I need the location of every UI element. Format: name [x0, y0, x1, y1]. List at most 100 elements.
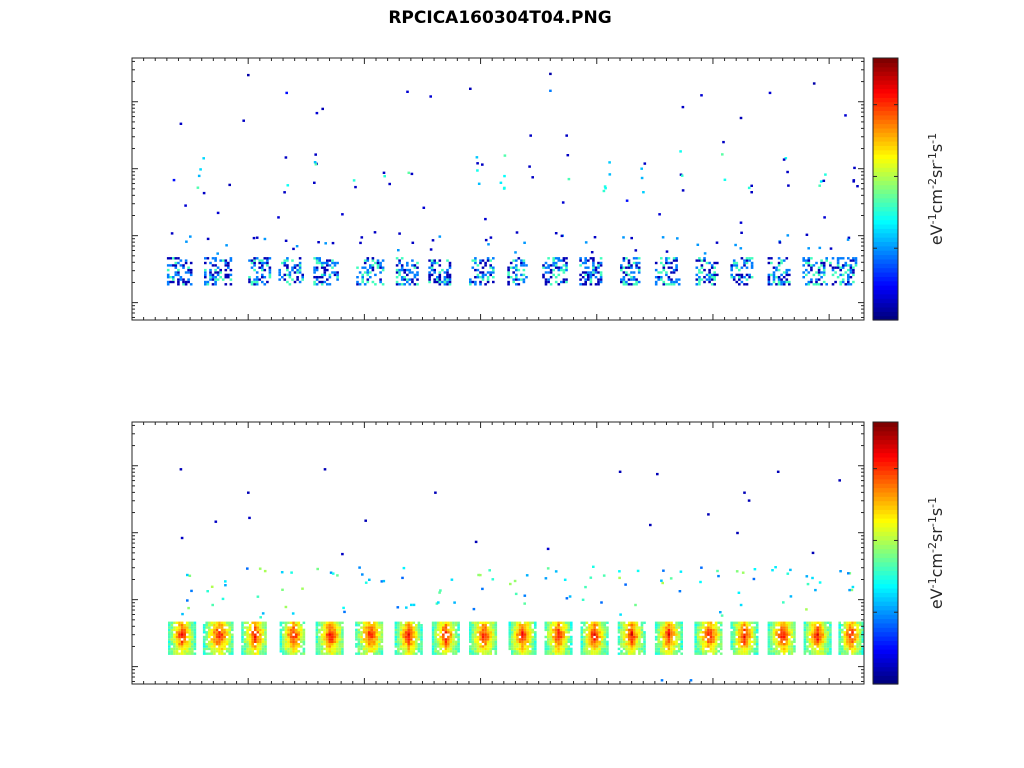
- flux-cell: [221, 597, 225, 601]
- flux-cell: [824, 624, 827, 627]
- flux-cell: [620, 628, 623, 632]
- flux-cell: [289, 628, 293, 632]
- flux-cell: [208, 652, 211, 655]
- flux-cell: [584, 278, 587, 281]
- flux-cell: [730, 638, 733, 641]
- flux-cell: [595, 635, 599, 639]
- flux-cell: [338, 635, 342, 639]
- flux-cell: [413, 276, 417, 279]
- flux-cell: [178, 628, 181, 632]
- flux-cell: [660, 635, 663, 639]
- flux-cell: [750, 276, 754, 279]
- flux-cell: [259, 650, 262, 653]
- colorbar-segment: [873, 461, 898, 467]
- flux-cell: [246, 621, 249, 624]
- flux-cell: [185, 643, 189, 646]
- flux-cell: [382, 171, 386, 174]
- flux-cell: [324, 242, 327, 245]
- flux-cell: [509, 266, 513, 269]
- flux-cell: [570, 621, 573, 624]
- flux-cell: [191, 633, 194, 636]
- flux-cell: [677, 635, 681, 639]
- flux-cell: [180, 647, 184, 651]
- flux-cell: [672, 271, 676, 274]
- flux-cell: [606, 652, 609, 655]
- flux-cell: [745, 638, 749, 641]
- flux-cell: [180, 635, 184, 639]
- flux-cell: [360, 635, 363, 639]
- flux-cell: [772, 628, 776, 632]
- flux-cell: [670, 643, 673, 646]
- flux-cell: [287, 640, 290, 643]
- flux-cell: [848, 624, 852, 627]
- flux-cell: [484, 628, 487, 632]
- flux-cell: [358, 283, 362, 286]
- flux-cell: [748, 645, 751, 648]
- flux-cell: [297, 645, 301, 648]
- flux-cell: [709, 626, 713, 629]
- flux-cell: [740, 628, 744, 632]
- flux-cell: [448, 276, 452, 279]
- flux-cell: [632, 276, 636, 279]
- flux-cell: [667, 276, 671, 279]
- flux-cell: [214, 264, 217, 267]
- colorbar-segment: [873, 306, 898, 312]
- flux-cell: [397, 628, 400, 632]
- flux-cell: [476, 652, 480, 655]
- flux-cell: [557, 633, 560, 636]
- flux-cell: [824, 628, 827, 632]
- flux-cell: [595, 628, 599, 632]
- flux-cell: [657, 628, 660, 632]
- flux-cell: [246, 638, 249, 641]
- flux-cell: [590, 650, 594, 653]
- flux-cell: [298, 280, 302, 284]
- flux-cell: [457, 624, 460, 627]
- flux-cell: [696, 635, 700, 639]
- flux-cell: [211, 278, 215, 281]
- flux-cell: [632, 283, 636, 286]
- flux-cell: [315, 276, 319, 279]
- flux-cell: [635, 261, 638, 265]
- flux-cell: [395, 280, 399, 284]
- flux-cell: [182, 264, 185, 267]
- flux-cell: [640, 645, 644, 648]
- flux-cell: [570, 640, 573, 643]
- flux-cell: [745, 624, 749, 627]
- flux-cell: [557, 257, 561, 260]
- flux-cell: [213, 652, 216, 655]
- flux-cell: [420, 643, 423, 646]
- flux-cell: [748, 621, 751, 624]
- flux-cell: [313, 268, 316, 272]
- flux-cell: [544, 652, 548, 655]
- flux-cell: [261, 624, 265, 627]
- flux-cell: [793, 621, 796, 624]
- flux-cell: [549, 626, 553, 629]
- flux-cell: [168, 650, 171, 653]
- colorbar-segment: [873, 435, 898, 441]
- flux-cell: [588, 624, 591, 627]
- flux-cell: [595, 621, 599, 624]
- flux-cell: [557, 647, 560, 651]
- flux-cell: [547, 645, 550, 648]
- flux-cell: [620, 280, 623, 284]
- flux-cell: [579, 257, 582, 260]
- flux-cell: [813, 624, 817, 627]
- flux-cell: [531, 635, 535, 639]
- flux-cell: [420, 633, 423, 636]
- colorbar-segment: [873, 285, 898, 291]
- flux-cell: [518, 650, 522, 653]
- flux-cell: [407, 643, 410, 646]
- flux-cell: [824, 645, 827, 648]
- flux-cell: [254, 624, 257, 627]
- flux-cell: [223, 621, 226, 624]
- flux-cell: [598, 645, 601, 648]
- flux-cell: [562, 640, 565, 643]
- flux-cell: [704, 640, 708, 643]
- flux-cell: [484, 621, 487, 624]
- flux-cell: [782, 631, 786, 634]
- flux-cell: [395, 264, 399, 267]
- flux-cell: [469, 87, 472, 90]
- flux-cell: [442, 643, 445, 646]
- flux-cell: [625, 624, 628, 627]
- flux-cell: [439, 638, 442, 641]
